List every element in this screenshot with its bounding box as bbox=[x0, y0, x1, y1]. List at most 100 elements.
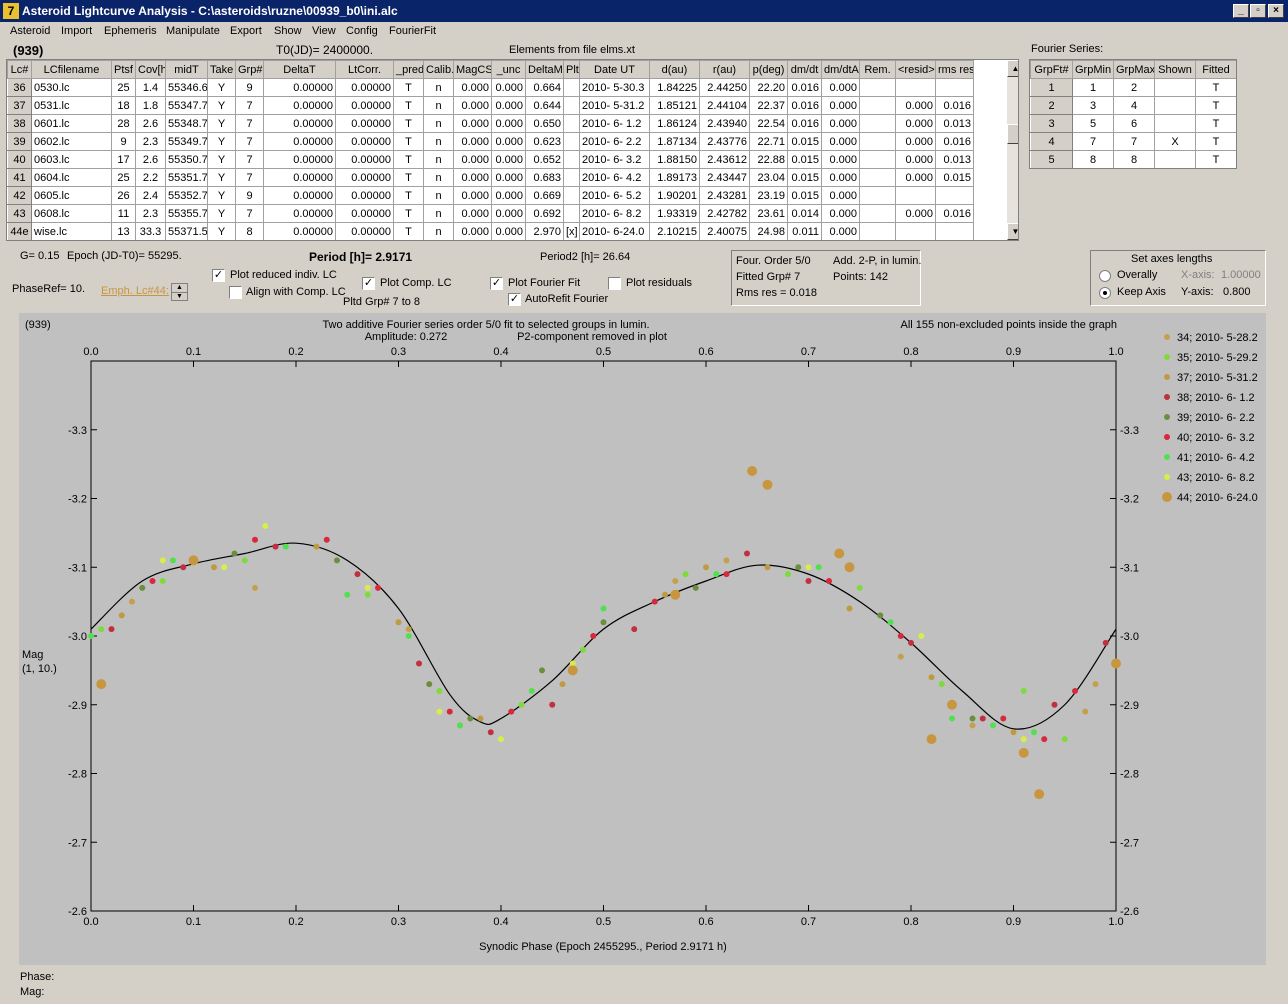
table-cell[interactable]: 8 bbox=[1072, 150, 1114, 168]
table-cell[interactable]: Y bbox=[207, 150, 236, 169]
table-cell[interactable] bbox=[1154, 150, 1196, 168]
column-header[interactable]: d(au) bbox=[649, 60, 700, 79]
table-cell[interactable]: 0.013 bbox=[935, 150, 974, 169]
table-cell[interactable]: 0.00000 bbox=[335, 114, 394, 133]
table-cell[interactable]: 0.016 bbox=[787, 114, 822, 133]
table-cell[interactable]: 2.4 bbox=[135, 186, 166, 205]
table-cell[interactable]: 0.00000 bbox=[335, 186, 394, 205]
table-cell[interactable]: 0.000 bbox=[821, 168, 860, 187]
table-cell[interactable]: 0.00000 bbox=[335, 222, 394, 240]
menu-import[interactable]: Import bbox=[61, 25, 93, 37]
restore-button[interactable]: ▫ bbox=[1250, 4, 1266, 18]
table-cell[interactable] bbox=[895, 222, 936, 240]
table-cell[interactable] bbox=[859, 150, 896, 169]
plot-comp-checkbox[interactable]: ✓ bbox=[362, 277, 375, 290]
emph-spinner[interactable]: ▲ ▼ bbox=[171, 283, 188, 301]
table-cell[interactable]: 2010- 5-31.2 bbox=[579, 96, 650, 115]
table-cell[interactable]: 0.00000 bbox=[263, 186, 336, 205]
table-cell[interactable]: 4 bbox=[1030, 132, 1073, 151]
table-cell[interactable] bbox=[563, 132, 580, 151]
column-header[interactable]: DeltaT bbox=[263, 60, 336, 79]
menu-show[interactable]: Show bbox=[274, 25, 302, 37]
column-header[interactable]: Shown bbox=[1154, 60, 1196, 79]
table-cell[interactable]: 0.000 bbox=[453, 150, 492, 169]
menu-config[interactable]: Config bbox=[346, 25, 378, 37]
table-cell[interactable]: 0.000 bbox=[821, 150, 860, 169]
table-cell[interactable]: 0.664 bbox=[525, 78, 564, 97]
table-cell[interactable] bbox=[563, 150, 580, 169]
scroll-down-button[interactable]: ▼ bbox=[1007, 223, 1018, 240]
table-cell[interactable]: T bbox=[393, 204, 424, 223]
table-cell[interactable] bbox=[895, 78, 936, 97]
table-cell[interactable]: 7 bbox=[235, 150, 264, 169]
table-cell[interactable]: n bbox=[423, 96, 454, 115]
table-cell[interactable]: 2010- 6- 4.2 bbox=[579, 168, 650, 187]
column-header[interactable]: Cov[h] bbox=[135, 60, 166, 79]
table-cell[interactable] bbox=[935, 222, 974, 240]
table-cell[interactable]: 2.6 bbox=[135, 114, 166, 133]
table-cell[interactable]: 0.000 bbox=[491, 204, 526, 223]
table-cell[interactable]: 2.43612 bbox=[699, 150, 750, 169]
table-cell[interactable] bbox=[563, 186, 580, 205]
table-cell[interactable]: 0.000 bbox=[821, 222, 860, 240]
table-cell[interactable]: 0.692 bbox=[525, 204, 564, 223]
table-cell[interactable]: 0.016 bbox=[935, 132, 974, 151]
table-cell[interactable]: 0601.lc bbox=[31, 114, 112, 133]
table-cell[interactable] bbox=[859, 114, 896, 133]
table-cell[interactable]: 1.93319 bbox=[649, 204, 700, 223]
table-cell[interactable]: 0.016 bbox=[935, 96, 974, 115]
table-cell[interactable]: 1.8 bbox=[135, 96, 166, 115]
table-cell[interactable]: 0.644 bbox=[525, 96, 564, 115]
table-cell[interactable]: 0.00000 bbox=[335, 132, 394, 151]
table-cell[interactable]: 0.000 bbox=[453, 114, 492, 133]
table-cell[interactable]: 2.6 bbox=[135, 150, 166, 169]
table-cell[interactable]: 2.2 bbox=[135, 168, 166, 187]
table-cell[interactable]: 2.44250 bbox=[699, 78, 750, 97]
phaseref-label[interactable]: PhaseRef= 10. bbox=[12, 283, 86, 295]
menu-view[interactable]: View bbox=[312, 25, 336, 37]
table-cell[interactable] bbox=[1154, 114, 1196, 133]
table-cell[interactable]: 0.000 bbox=[821, 204, 860, 223]
table-cell[interactable]: 0.015 bbox=[935, 168, 974, 187]
table-cell[interactable]: 0.000 bbox=[453, 186, 492, 205]
column-header[interactable]: dm/dt bbox=[787, 60, 822, 79]
table-cell[interactable]: 41 bbox=[7, 168, 32, 187]
table-cell[interactable]: 0.000 bbox=[895, 168, 936, 187]
table-cell[interactable]: 2010- 5-30.3 bbox=[579, 78, 650, 97]
table-cell[interactable]: 0.000 bbox=[453, 204, 492, 223]
table-cell[interactable]: 2010- 6- 5.2 bbox=[579, 186, 650, 205]
table-cell[interactable]: 0.015 bbox=[787, 150, 822, 169]
table-cell[interactable]: n bbox=[423, 132, 454, 151]
table-cell[interactable]: 23.19 bbox=[749, 186, 788, 205]
table-cell[interactable]: 2010- 6- 3.2 bbox=[579, 150, 650, 169]
column-header[interactable]: GrpFt# bbox=[1030, 60, 1073, 79]
table-cell[interactable]: 0.652 bbox=[525, 150, 564, 169]
table-cell[interactable]: 1.84225 bbox=[649, 78, 700, 97]
table-cell[interactable]: 2.43281 bbox=[699, 186, 750, 205]
column-header[interactable]: midT bbox=[165, 60, 208, 79]
table-cell[interactable]: 2 bbox=[1113, 78, 1155, 97]
table-cell[interactable]: 7 bbox=[235, 114, 264, 133]
lightcurve-chart[interactable]: (939) Two additive Fourier series order 5… bbox=[19, 313, 1266, 965]
table-cell[interactable]: 3 bbox=[1030, 114, 1073, 133]
table-cell[interactable]: 1.87134 bbox=[649, 132, 700, 151]
table-cell[interactable]: 0.000 bbox=[453, 96, 492, 115]
minimize-button[interactable]: _ bbox=[1233, 4, 1249, 18]
table-cell[interactable] bbox=[935, 186, 974, 205]
table-cell[interactable]: 33.3 bbox=[135, 222, 166, 240]
table-cell[interactable]: 0.000 bbox=[491, 132, 526, 151]
table-cell[interactable]: 0603.lc bbox=[31, 150, 112, 169]
table-cell[interactable] bbox=[1154, 78, 1196, 97]
table-cell[interactable]: 0.000 bbox=[453, 78, 492, 97]
table-cell[interactable]: 2.40075 bbox=[699, 222, 750, 240]
table-cell[interactable]: 0.013 bbox=[935, 114, 974, 133]
column-header[interactable]: LCfilename bbox=[31, 60, 112, 79]
table-cell[interactable]: 26 bbox=[111, 186, 136, 205]
table-cell[interactable]: Y bbox=[207, 114, 236, 133]
emph-lc-label[interactable]: Emph. Lc#44: bbox=[101, 285, 169, 297]
